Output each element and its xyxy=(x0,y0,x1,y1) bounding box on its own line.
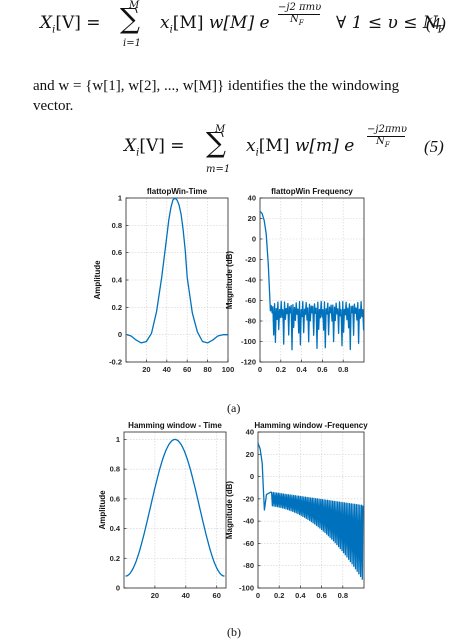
y-tick-label: 0.4 xyxy=(110,524,121,533)
y-tick-label: 0 xyxy=(250,472,254,481)
y-tick-label: -60 xyxy=(243,539,254,548)
paragraph-line-2: vector. xyxy=(33,98,74,114)
series-line xyxy=(259,210,365,351)
y-tick-label: 20 xyxy=(246,450,254,459)
y-tick-label: 0 xyxy=(252,235,256,244)
y-axis-label: Magnitude (dB) xyxy=(225,481,234,540)
chart-title: flattopWin-Time xyxy=(147,187,208,196)
x-tick-label: 0.8 xyxy=(338,591,348,600)
y-tick-label: -0.2 xyxy=(109,358,122,367)
x-tick-label: 100 xyxy=(222,365,235,374)
y-tick-label: 0 xyxy=(116,584,120,593)
x-tick-label: 20 xyxy=(142,365,150,374)
y-tick-label: 0.2 xyxy=(110,554,120,563)
figure-b-caption: (b) xyxy=(227,625,241,639)
y-tick-label: 1 xyxy=(116,435,120,444)
eq4-condition: ∀ 1 ≤ υ ≤ NF xyxy=(336,13,445,36)
eq4-lhs: Xi[V] = xyxy=(40,13,101,36)
series-line xyxy=(125,438,225,577)
x-tick-label: 0.2 xyxy=(276,365,286,374)
y-tick-label: 40 xyxy=(248,194,256,203)
chart-flattop-frequency: 0 0.2 0.4 0.6 0.8 -120 -100 -80 -60 -40 -20 0 20 40 fl… xyxy=(225,187,365,374)
chart-hamming-frequency: 0 0.2 0.4 0.6 0.8 -100 -80 -60 -40 -20 0 20 40Hammin… xyxy=(225,421,368,600)
y-tick-label: 0.8 xyxy=(110,465,120,474)
x-tick-label: 0 xyxy=(258,365,262,374)
y-tick-label: 20 xyxy=(248,214,256,223)
x-tick-label: 20 xyxy=(151,591,159,600)
paragraph-line-1: and w = {w[1], w[2], ..., w[M]} identifi… xyxy=(33,78,400,94)
eq5-exp-den: NF xyxy=(376,136,390,149)
x-tick-label: 40 xyxy=(163,365,171,374)
eq4-sum-lower: i=1 xyxy=(123,38,141,49)
y-axis-label: Amplitude xyxy=(93,260,102,300)
paragraph: and w = {w[1], w[2], ..., w[M]} identifi… xyxy=(33,76,443,116)
y-tick-label: 40 xyxy=(246,428,254,437)
y-tick-label: 0.8 xyxy=(112,221,122,230)
eq5-sum-upper: M xyxy=(215,124,226,135)
x-tick-label: 0.4 xyxy=(296,365,307,374)
eq4-exp-num: −j2 πmυ xyxy=(278,2,322,13)
y-tick-label: -40 xyxy=(243,517,254,526)
eq5-exp-num: −j2πmυ xyxy=(367,124,407,135)
y-tick-label: 1 xyxy=(118,194,122,203)
eq5-sum-symbol: ∑ xyxy=(206,126,226,159)
series-line xyxy=(126,197,228,344)
chart-title: flattopWin Frequency xyxy=(271,187,353,196)
eq4-exp-den: NF xyxy=(290,14,304,27)
y-tick-label: -100 xyxy=(241,337,256,346)
y-tick-label: 0.6 xyxy=(112,248,122,257)
chart-hamming-time: 20 40 60 0 0.2 0.4 0.6 0.8 1 Hamming window - Tim… xyxy=(98,421,227,600)
plot-frame xyxy=(123,431,227,589)
y-tick-label: -120 xyxy=(241,358,256,367)
y-tick-label: -60 xyxy=(245,296,256,305)
eq5-sum-lower: m=1 xyxy=(206,164,231,175)
series-line xyxy=(257,442,364,580)
equation-4: Xi[V] = M ∑ i=1 xi[M] w[M] e −j2 πmυ NF … xyxy=(40,0,456,58)
figure-a-caption: (a) xyxy=(227,401,241,415)
y-tick-label: -40 xyxy=(245,276,256,285)
x-tick-label: 0.8 xyxy=(338,365,348,374)
eq4-number: (4) xyxy=(426,14,446,33)
y-tick-label: -20 xyxy=(243,494,254,503)
x-tick-label: 60 xyxy=(213,591,221,600)
y-tick-label: 0 xyxy=(118,330,122,339)
y-tick-label: -100 xyxy=(239,584,254,593)
eq5-lhs: Xi[V] = xyxy=(124,136,185,159)
x-tick-label: 0.2 xyxy=(274,591,284,600)
chart-title: Hamming window -Frequency xyxy=(254,421,368,430)
eq4-terms: xi[M] w[M] e xyxy=(160,13,270,36)
x-tick-label: 0.4 xyxy=(295,591,306,600)
x-tick-label: 0.6 xyxy=(317,365,327,374)
eq4-sum-symbol: ∑ xyxy=(120,2,140,35)
y-tick-label: -80 xyxy=(243,561,254,570)
y-tick-label: -80 xyxy=(245,317,256,326)
y-axis-label: Amplitude xyxy=(98,490,107,530)
y-tick-label: -20 xyxy=(245,255,256,264)
x-tick-label: 0 xyxy=(256,591,260,600)
plot-frame xyxy=(257,431,365,589)
x-tick-label: 0.6 xyxy=(316,591,326,600)
y-tick-label: 0.6 xyxy=(110,494,120,503)
chart-title: Hamming window - Time xyxy=(128,421,222,430)
x-tick-label: 40 xyxy=(182,591,190,600)
eq5-number: (5) xyxy=(424,137,444,156)
y-tick-label: 0.4 xyxy=(112,276,123,285)
x-tick-label: 60 xyxy=(183,365,191,374)
eq5-terms: xi[M] w[m] e xyxy=(246,136,355,159)
eq4-sum-upper: M xyxy=(129,0,140,11)
y-axis-label: Magnitude (dB) xyxy=(225,251,234,310)
equation-5: Xi[V] = M ∑ m=1 xi[M] w[m] e −j2πmυ NF (… xyxy=(124,124,456,184)
chart-flattop-time: 20 40 60 80 100 -0.2 0 0.2 0.4 0.6 0.8 1 flattopWin-… xyxy=(93,187,235,374)
y-tick-label: 0.2 xyxy=(112,303,122,312)
x-tick-label: 80 xyxy=(203,365,211,374)
